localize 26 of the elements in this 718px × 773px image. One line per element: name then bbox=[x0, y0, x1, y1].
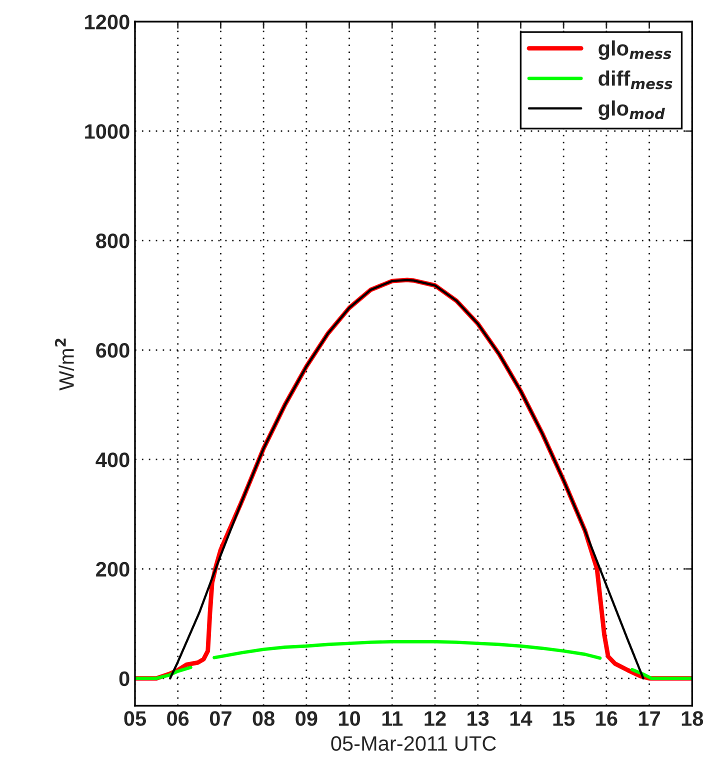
x-tick-label: 14 bbox=[510, 711, 532, 726]
legend-label: glo$_{mess}$ bbox=[598, 40, 672, 60]
y-tick-label: 800 bbox=[96, 234, 130, 248]
x-tick-label: 11 bbox=[382, 711, 403, 726]
y-tick-label: 200 bbox=[96, 562, 130, 577]
x-tick-label: 13 bbox=[468, 711, 489, 726]
y-tick-label: 1000 bbox=[85, 124, 130, 139]
x-tick-label: 12 bbox=[424, 711, 446, 726]
y-tick-label: 1200 bbox=[85, 14, 130, 30]
x-tick-label: 16 bbox=[596, 711, 618, 726]
y-tick-label: 400 bbox=[96, 452, 130, 468]
x-tick-label: 08 bbox=[252, 711, 275, 726]
legend-label: diff$_{mess}$ bbox=[598, 70, 672, 90]
x-tick-label: 09 bbox=[296, 711, 318, 726]
legend-label: glo$_{mod}$ bbox=[598, 100, 665, 120]
x-tick-label: 15 bbox=[553, 711, 575, 726]
x-tick-label: 07 bbox=[210, 711, 232, 726]
y-axis-title: W/m$^{2}$ bbox=[54, 338, 74, 390]
y-tick-label: 600 bbox=[96, 343, 130, 358]
y-tick-label: 0 bbox=[119, 671, 130, 686]
x-tick-label: 05 bbox=[124, 711, 146, 726]
x-tick-label: 10 bbox=[339, 711, 360, 726]
x-axis-title: 05-Mar-2011 UTC bbox=[331, 736, 496, 751]
x-tick-label: 06 bbox=[167, 711, 189, 726]
x-tick-label: 17 bbox=[639, 711, 660, 726]
x-tick-label: 18 bbox=[682, 711, 704, 726]
